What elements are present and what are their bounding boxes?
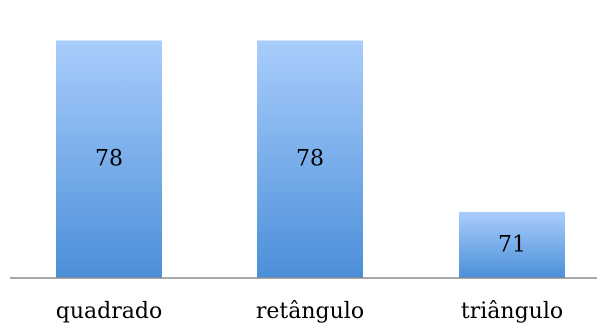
bar-3 (459, 211, 565, 278)
category-label-1: quadrado (56, 299, 162, 324)
data-label-3: 71 (498, 232, 526, 257)
data-label-1: 78 (95, 147, 123, 172)
category-label-2: retângulo (256, 299, 364, 324)
category-label-3: triângulo (461, 299, 563, 324)
data-label-2: 78 (296, 147, 324, 172)
bar-2 (257, 40, 363, 279)
bar-1 (56, 40, 162, 279)
